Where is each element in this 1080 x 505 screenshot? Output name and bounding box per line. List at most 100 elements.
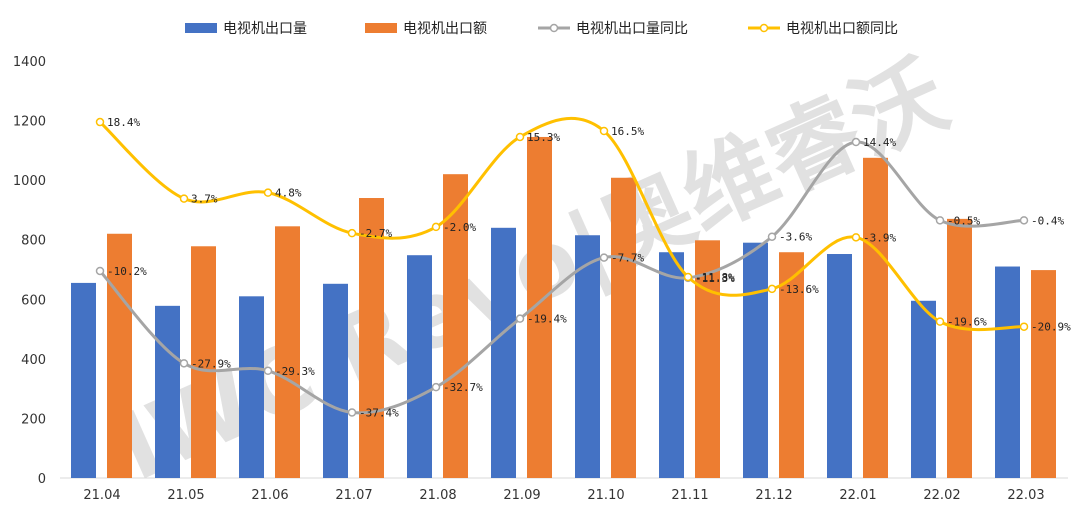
label-volume-yoy: -27.9% xyxy=(191,357,231,370)
label-value-yoy: -2.0% xyxy=(443,221,476,234)
bar-export-volume xyxy=(659,252,684,478)
point-volume-yoy xyxy=(599,253,609,262)
x-tick-label: 21.11 xyxy=(671,488,708,503)
label-volume-yoy: -29.3% xyxy=(275,365,315,378)
bar-export-value xyxy=(107,233,132,478)
label-value-yoy: -19.6% xyxy=(947,316,987,329)
point-value-yoy xyxy=(179,194,189,203)
label-value-yoy: -20.9% xyxy=(1031,321,1071,334)
label-value-yoy: -3.9% xyxy=(863,231,896,244)
point-volume-yoy xyxy=(347,408,357,417)
axes: 0 200 400 600 800 1000 1200 1400 21.04 21.05 21.06… xyxy=(13,55,1068,503)
label-value-yoy: -11.8% xyxy=(695,271,735,284)
legend-marker xyxy=(549,23,559,33)
y-tick-label: 600 xyxy=(21,293,46,308)
y-tick-label: 1200 xyxy=(13,115,46,130)
point-value-yoy xyxy=(599,126,609,136)
bar-export-volume xyxy=(323,283,348,478)
bar-export-value xyxy=(191,246,216,478)
bar-export-volume xyxy=(743,242,768,478)
bar-export-value xyxy=(275,226,300,478)
bar-export-volume xyxy=(575,235,600,478)
legend-label: 电视机出口量 xyxy=(223,21,307,37)
point-volume-yoy xyxy=(767,232,777,241)
bar-export-value xyxy=(863,157,888,478)
point-volume-yoy xyxy=(851,137,861,147)
legend-label: 电视机出口量同比 xyxy=(576,21,688,37)
label-value-yoy: 18.4% xyxy=(107,116,140,129)
point-volume-yoy xyxy=(431,382,441,392)
label-volume-yoy: -37.4% xyxy=(359,406,399,419)
y-tick-label: 200 xyxy=(21,412,46,427)
y-tick-label: 1400 xyxy=(13,55,46,70)
label-value-yoy: 16.5% xyxy=(611,125,644,138)
bar-export-volume xyxy=(155,305,180,478)
bar-export-volume xyxy=(827,254,852,478)
point-value-yoy xyxy=(515,132,525,142)
y-tick-label: 0 xyxy=(38,472,46,487)
bar-export-value xyxy=(1031,270,1056,478)
label-volume-yoy: -0.5% xyxy=(947,214,980,227)
lines xyxy=(95,116,1029,417)
point-value-yoy xyxy=(683,272,693,282)
bar-export-volume xyxy=(239,296,264,478)
label-volume-yoy: -3.6% xyxy=(779,231,812,244)
bar-export-value xyxy=(359,198,384,478)
point-value-yoy xyxy=(263,188,273,197)
bar-export-volume xyxy=(407,255,432,478)
bar-export-volume xyxy=(911,300,936,478)
point-volume-yoy xyxy=(263,366,273,376)
point-volume-yoy xyxy=(179,359,189,368)
x-tick-label: 22.03 xyxy=(1007,488,1044,503)
point-volume-yoy xyxy=(1019,216,1029,225)
bar-export-volume xyxy=(995,266,1020,478)
x-tick-label: 21.08 xyxy=(419,488,456,503)
bars xyxy=(71,136,1056,479)
bar-export-value xyxy=(779,252,804,478)
legend-marker xyxy=(759,23,769,33)
point-value-yoy xyxy=(347,228,357,238)
x-tick-label: 21.09 xyxy=(503,488,540,503)
label-value-yoy: -2.7% xyxy=(359,227,392,240)
x-tick-label: 22.02 xyxy=(923,488,960,503)
legend-label: 电视机出口额同比 xyxy=(786,21,898,37)
label-volume-yoy: 14.4% xyxy=(863,136,896,149)
point-value-yoy xyxy=(935,317,945,326)
x-tick-label: 21.04 xyxy=(83,488,120,503)
y-tick-label: 800 xyxy=(21,234,46,249)
bar-export-volume xyxy=(71,282,96,478)
line-volume-yoy xyxy=(98,140,1025,415)
label-volume-yoy: -19.4% xyxy=(527,313,567,326)
y-tick-label: 1000 xyxy=(13,174,46,189)
x-tick-label: 21.12 xyxy=(755,488,792,503)
label-volume-yoy: -0.4% xyxy=(1031,214,1064,227)
bar-export-value xyxy=(443,174,468,478)
label-volume-yoy: -32.7% xyxy=(443,381,483,394)
point-value-yoy xyxy=(1019,322,1029,331)
y-tick-label: 400 xyxy=(21,353,46,368)
legend-swatch xyxy=(185,23,217,33)
x-tick-label: 21.10 xyxy=(587,488,624,503)
point-volume-yoy xyxy=(515,314,525,323)
x-tick-label: 22.01 xyxy=(839,488,876,503)
point-value-yoy xyxy=(851,233,861,242)
label-volume-yoy: -7.7% xyxy=(611,252,644,265)
x-tick-label: 21.07 xyxy=(335,488,372,503)
x-tick-label: 21.05 xyxy=(167,488,204,503)
point-value-yoy xyxy=(95,117,105,127)
data-labels: -10.2% -27.9% -29.3% -37.4% -32.7% -19.4% -7.7… xyxy=(107,116,1071,419)
label-volume-yoy: -10.2% xyxy=(107,265,147,278)
legend-swatch xyxy=(365,23,397,33)
label-value-yoy: 3.7% xyxy=(191,193,218,206)
label-value-yoy: 4.8% xyxy=(275,187,302,200)
bar-export-value xyxy=(527,136,552,479)
legend-label: 电视机出口额 xyxy=(403,21,487,37)
bar-export-volume xyxy=(491,227,516,478)
label-value-yoy: 15.3% xyxy=(527,131,560,144)
point-value-yoy xyxy=(431,222,441,232)
bar-export-value xyxy=(947,218,972,478)
label-value-yoy: -13.6% xyxy=(779,283,819,296)
bar-export-value xyxy=(695,240,720,478)
